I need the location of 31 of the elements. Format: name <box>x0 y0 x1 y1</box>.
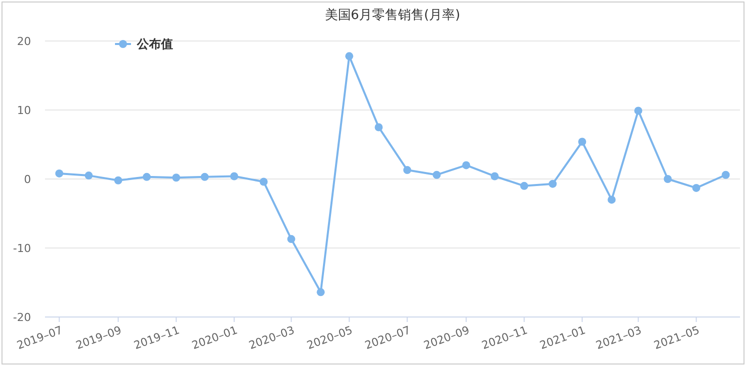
point <box>548 180 557 188</box>
point <box>692 184 700 192</box>
point <box>287 235 296 244</box>
point <box>172 174 180 182</box>
legend-label: 公布值 <box>136 37 173 51</box>
point <box>345 52 354 60</box>
point <box>578 138 586 146</box>
point <box>84 172 93 180</box>
point <box>200 172 209 181</box>
point <box>374 123 383 132</box>
point <box>462 161 470 170</box>
point <box>634 106 642 115</box>
point <box>260 178 268 186</box>
point <box>230 172 238 180</box>
point <box>114 176 122 184</box>
point <box>490 172 499 180</box>
point <box>55 169 64 178</box>
point <box>520 182 528 190</box>
point <box>722 170 730 179</box>
point <box>432 170 441 179</box>
point <box>664 175 672 183</box>
point <box>142 172 151 181</box>
y-tick-label: -20 <box>13 311 31 324</box>
y-tick-label: 0 <box>24 173 31 186</box>
y-tick-label: -10 <box>13 242 31 255</box>
y-tick-label: 20 <box>17 35 31 48</box>
y-tick-label: 10 <box>17 104 31 117</box>
chart-title: 美国6月零售销售(月率) <box>324 7 460 23</box>
point <box>608 196 616 204</box>
point <box>403 166 412 174</box>
point <box>316 288 325 296</box>
